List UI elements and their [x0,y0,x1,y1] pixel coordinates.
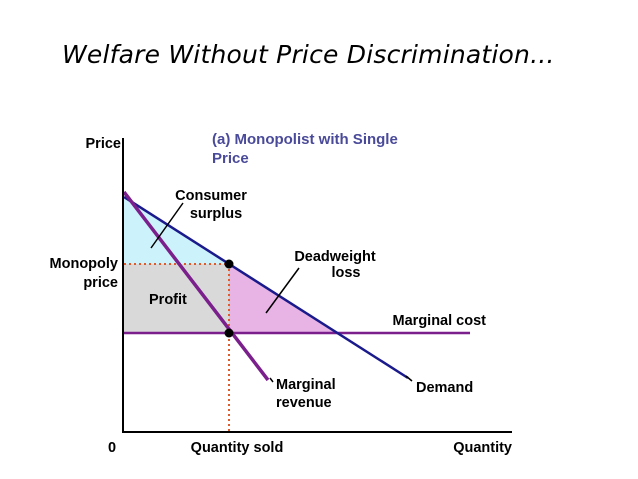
monopoly-price-label-line2: price [83,275,118,291]
marginal-revenue-label-line2: revenue [276,395,332,411]
profit-region [124,264,229,333]
monopoly-price-point [224,259,234,269]
marginal-revenue-line [122,190,270,382]
deadweight-loss-leader [265,267,300,314]
deadweight-loss-label-line2: loss [331,265,360,281]
quantity-sold-label: Quantity sold [191,440,284,456]
marginal-cost-label: Marginal cost [393,313,487,329]
panel-title-line1: (a) Monopolist with Single [212,131,398,148]
marginal-revenue-leader [269,377,274,383]
monopoly-price-label-line1: Monopoly [50,256,118,272]
consumer-surplus-leader [150,202,184,249]
consumer-surplus-label-line1: Consumer [175,188,247,204]
marginal-revenue-label-line1: Marginal [276,377,336,393]
demand-leader [405,375,413,382]
deadweight-loss-label-line1: Deadweight [294,249,376,265]
mr-mc-intersection-point [224,328,234,338]
profit-label: Profit [149,292,187,308]
demand-line [123,195,409,380]
x-axis-label: Quantity [453,440,512,456]
demand-label: Demand [416,380,473,396]
y-axis-label: Price [86,136,121,152]
panel-title-line2: Price [212,150,249,167]
origin-label: 0 [108,440,116,456]
consumer-surplus-label-line2: surplus [190,206,242,222]
slide-title: Welfare Without Price Discrimination... [62,40,555,69]
